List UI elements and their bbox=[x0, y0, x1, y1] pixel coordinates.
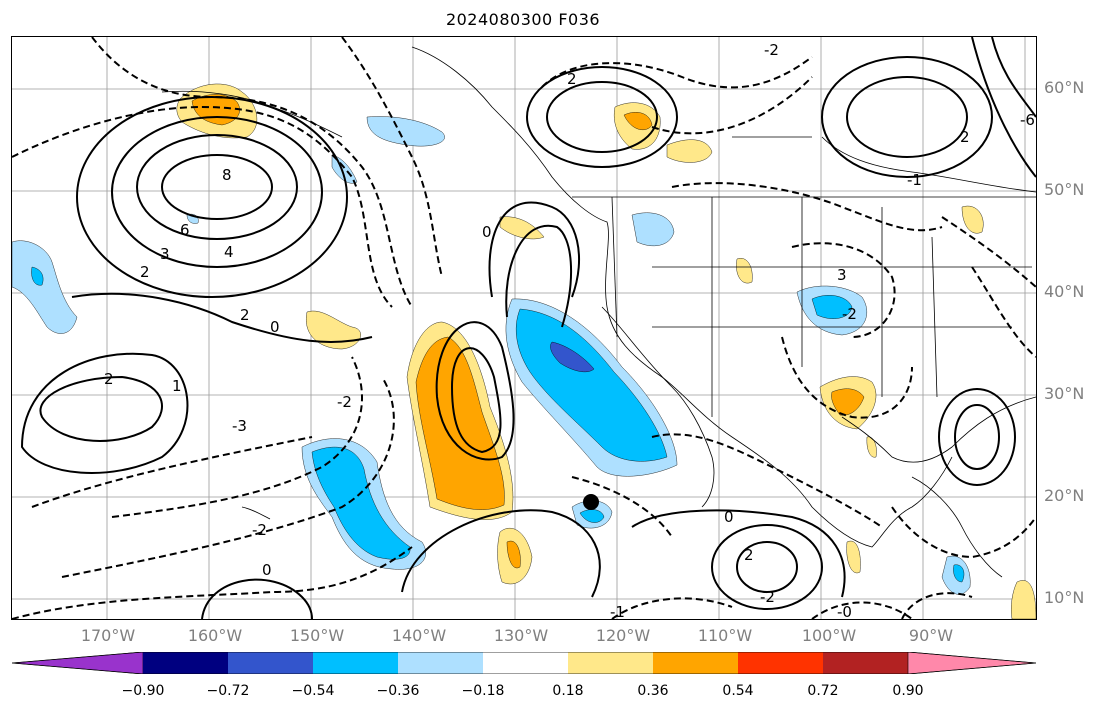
lat-label: 50°N bbox=[1044, 180, 1085, 199]
contour-label: 3 bbox=[160, 245, 170, 263]
contour-label: 2 bbox=[240, 306, 250, 324]
contour-label: 4 bbox=[224, 243, 234, 261]
lat-label: 40°N bbox=[1044, 282, 1085, 301]
colorbar-segment bbox=[823, 652, 908, 674]
colorbar-tick: 0.90 bbox=[892, 683, 924, 699]
map-panel: 8 6 4 3 2 2 2 1 0 0 -3 -2 -2 -1 0 -2 2 3… bbox=[11, 36, 1037, 620]
colorbar-tick: −0.54 bbox=[291, 683, 335, 699]
contour-label: -2 bbox=[252, 521, 267, 539]
colorbar-segment bbox=[653, 652, 738, 674]
colorbar-segment bbox=[568, 652, 653, 674]
contour-label: 2 bbox=[140, 263, 150, 281]
contour-label: 8 bbox=[222, 166, 232, 184]
lat-label: 30°N bbox=[1044, 384, 1085, 403]
lon-label: 120°W bbox=[595, 626, 651, 645]
contour-label: 2 bbox=[960, 128, 970, 146]
lon-label: 140°W bbox=[391, 626, 447, 645]
contour-label: -1 bbox=[610, 603, 625, 619]
contour-label: -2 bbox=[842, 305, 857, 323]
location-marker bbox=[583, 494, 599, 510]
colorbar-tick: −0.36 bbox=[376, 683, 420, 699]
contours-solid bbox=[20, 37, 1036, 619]
contours-dashed bbox=[12, 37, 1036, 619]
colorbar-segment bbox=[483, 652, 568, 674]
contour-label: -1 bbox=[907, 171, 922, 189]
contour-label: -3 bbox=[232, 417, 247, 435]
lat-label: 10°N bbox=[1044, 588, 1085, 607]
contour-label: 2 bbox=[104, 370, 114, 388]
contour-label: 6 bbox=[180, 221, 190, 239]
lon-label: 130°W bbox=[493, 626, 549, 645]
colorbar-segment bbox=[12, 652, 144, 674]
map-canvas: 8 6 4 3 2 2 2 1 0 0 -3 -2 -2 -1 0 -2 2 3… bbox=[12, 37, 1036, 619]
colorbar-segment bbox=[228, 652, 313, 674]
lon-label: 110°W bbox=[697, 626, 753, 645]
colorbar-segment bbox=[143, 652, 228, 674]
colorbar-tick: 0.54 bbox=[722, 683, 754, 699]
map-title: 2024080300 F036 bbox=[445, 10, 601, 29]
contour-label: 1 bbox=[172, 377, 182, 395]
shaded-fields bbox=[12, 83, 1036, 619]
colorbar-tick: −0.18 bbox=[461, 683, 505, 699]
contour-label: 2 bbox=[744, 546, 754, 564]
contour-label: 0 bbox=[482, 223, 492, 241]
contour-label: 0 bbox=[724, 508, 734, 526]
lat-label: 20°N bbox=[1044, 486, 1085, 505]
lon-label: 170°W bbox=[80, 626, 136, 645]
lon-label: 160°W bbox=[187, 626, 243, 645]
colorbar-tick: −0.90 bbox=[121, 683, 165, 699]
contour-label: 0 bbox=[262, 561, 272, 579]
lon-label: 90°W bbox=[908, 626, 954, 645]
colorbar-tick: 0.72 bbox=[807, 683, 839, 699]
contour-label: 0 bbox=[270, 318, 280, 336]
colorbar bbox=[12, 652, 1036, 674]
colorbar-segment bbox=[907, 652, 1036, 674]
contour-label: -2 bbox=[337, 393, 352, 411]
contour-labels: 8 6 4 3 2 2 2 1 0 0 -3 -2 -2 -1 0 -2 2 3… bbox=[104, 41, 1035, 619]
contour-label: -2 bbox=[760, 588, 775, 606]
contour-label: 3 bbox=[837, 266, 847, 284]
contour-label: 2 bbox=[567, 70, 577, 88]
colorbar-tick: 0.18 bbox=[552, 683, 584, 699]
colorbar-segment bbox=[398, 652, 483, 674]
lon-label: 150°W bbox=[289, 626, 345, 645]
lat-label: 60°N bbox=[1044, 78, 1085, 97]
colorbar-segment bbox=[313, 652, 398, 674]
contour-label: -0 bbox=[837, 603, 852, 619]
lon-label: 100°W bbox=[801, 626, 857, 645]
colorbar-tick: 0.36 bbox=[637, 683, 669, 699]
colorbar-segment bbox=[738, 652, 823, 674]
contour-label: -2 bbox=[764, 41, 779, 59]
coastlines bbox=[161, 46, 1036, 578]
contour-label: -6 bbox=[1020, 111, 1035, 129]
colorbar-tick: −0.72 bbox=[206, 683, 250, 699]
